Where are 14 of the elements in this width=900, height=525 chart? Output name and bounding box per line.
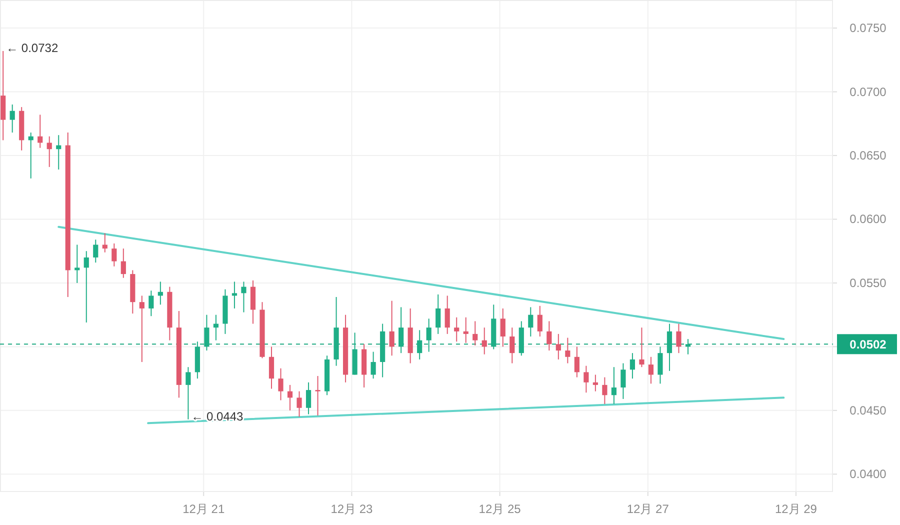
- x-tick-label: 12月 25: [478, 502, 522, 516]
- ref-line-label: 0.0502: [850, 338, 887, 352]
- x-tick-label: 12月 29: [774, 502, 818, 516]
- annotation: ← 0.0732: [6, 40, 58, 55]
- y-tick-label: 0.0400: [850, 467, 887, 482]
- y-tick-label: 0.0600: [850, 212, 887, 226]
- x-tick-label: 12月 23: [330, 502, 374, 516]
- y-tick-label: 0.0550: [850, 276, 887, 290]
- x-tick-label: 12月 21: [182, 502, 225, 516]
- y-tick-label: 0.0450: [850, 403, 887, 418]
- y-tick-label: 0.0700: [850, 84, 887, 99]
- y-tick-label: 0.0650: [850, 148, 887, 163]
- x-tick-label: 12月 27: [626, 502, 670, 516]
- y-tick-label: 0.0750: [850, 21, 887, 36]
